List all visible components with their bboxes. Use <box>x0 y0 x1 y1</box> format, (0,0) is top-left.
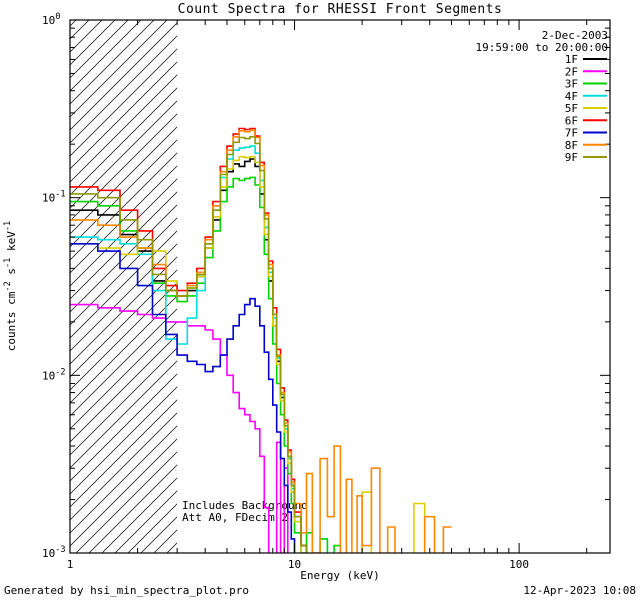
legend-item-5F: 5F <box>565 102 607 115</box>
legend-label-1F: 1F <box>565 53 578 66</box>
series-curves <box>70 127 452 553</box>
legend-label-4F: 4F <box>565 90 578 103</box>
legend-item-8F: 8F <box>565 139 607 152</box>
legend-item-1F: 1F <box>565 53 607 66</box>
svg-text:100: 100 <box>42 12 60 27</box>
series-7F-curve <box>70 243 296 553</box>
legend-item-4F: 4F <box>565 90 607 103</box>
legend-item-2F: 2F <box>565 65 607 78</box>
hatched-region <box>70 20 178 553</box>
series-2F-curve <box>70 303 289 553</box>
legend-label-7F: 7F <box>565 127 578 140</box>
svg-text:10: 10 <box>288 558 301 571</box>
series-8F-curve <box>70 129 452 553</box>
legend-item-3F: 3F <box>565 78 607 91</box>
legend-item-9F: 9F <box>565 151 607 164</box>
legend-label-9F: 9F <box>565 151 578 164</box>
x-tick-labels: 1 10 100 <box>67 558 529 571</box>
attenuator-note: Att A0, FDecim 2 <box>182 511 288 524</box>
series-9F-curve <box>70 136 308 553</box>
legend-label-8F: 8F <box>565 139 578 152</box>
legend-label-6F: 6F <box>565 114 578 127</box>
chart-title: Count Spectra for RHESSI Front Segments <box>178 2 503 17</box>
legend-label-5F: 5F <box>565 102 578 115</box>
legend-item-6F: 6F <box>565 114 607 127</box>
svg-text:100: 100 <box>509 558 529 571</box>
y-axis-label: counts cm-2 s-1 keV-1 <box>3 221 18 351</box>
plot-frame <box>69 19 611 554</box>
legend-label-3F: 3F <box>565 78 578 91</box>
legend-label-2F: 2F <box>565 65 578 78</box>
svg-text:1: 1 <box>67 558 74 571</box>
render-timestamp: 12-Apr-2023 10:08 <box>523 584 636 597</box>
x-axis-label: Energy (keV) <box>300 569 379 582</box>
observation-time-range: 19:59:00 to 20:00:00 <box>476 41 608 54</box>
svg-text:10-3: 10-3 <box>42 545 66 560</box>
generator-credit: Generated by hsi_min_spectra_plot.pro <box>4 584 250 597</box>
svg-text:10-2: 10-2 <box>42 367 66 382</box>
y-tick-labels: 100 10-1 10-2 10-3 <box>42 12 66 560</box>
legend-item-7F: 7F <box>565 127 607 140</box>
axis-ticks <box>69 19 610 554</box>
svg-text:10-1: 10-1 <box>42 190 66 205</box>
observation-date: 2-Dec-2003 <box>542 29 608 42</box>
